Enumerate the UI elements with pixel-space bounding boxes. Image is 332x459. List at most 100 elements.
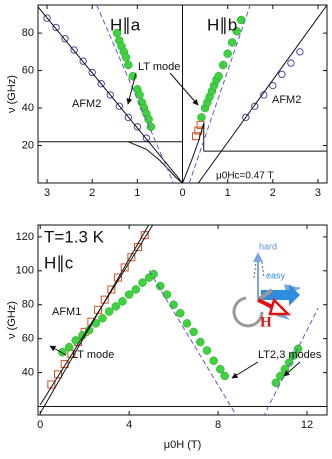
- circle-point: [88, 68, 96, 77]
- x-tick-label: 8: [215, 419, 221, 431]
- circle-point: [115, 102, 123, 110]
- curve: [39, 225, 150, 414]
- annotation: easy: [266, 270, 286, 280]
- annotation: AFM2: [272, 94, 301, 106]
- y-tick-label: 80: [22, 299, 34, 311]
- dot-point: [98, 314, 107, 323]
- x-tick-label: 0: [179, 187, 185, 199]
- pointer-arrow: [231, 361, 259, 379]
- y-tick-label: 60: [22, 64, 34, 76]
- curve: [148, 270, 319, 415]
- x-tick-label: 3: [44, 187, 50, 199]
- dot-point: [104, 307, 114, 316]
- pointer-arrow: [49, 345, 67, 356]
- circle-point: [133, 123, 142, 131]
- circle-point: [124, 113, 133, 122]
- annotation: LT mode: [72, 349, 114, 361]
- dot-point: [64, 342, 74, 352]
- dot-point: [202, 346, 212, 355]
- y-axis-label: ν (GHz): [6, 301, 18, 339]
- x-tick-label: 4: [126, 419, 132, 431]
- circle-point: [70, 46, 78, 54]
- dot-point: [111, 302, 121, 311]
- dot-point: [216, 364, 225, 374]
- x-tick-label: 12: [301, 419, 313, 431]
- y-tick-label: 40: [22, 366, 34, 378]
- curve: [197, 5, 327, 183]
- circle-point: [251, 102, 259, 110]
- dot-point: [156, 281, 165, 291]
- dot-point: [220, 371, 229, 381]
- y-tick-label: 40: [22, 102, 34, 114]
- pointer-arrow: [169, 72, 199, 106]
- annotation: LT2,3 modes: [258, 349, 322, 361]
- x-tick-label: 1: [225, 187, 231, 199]
- dot-point: [124, 290, 134, 299]
- plot-area: [38, 225, 327, 415]
- circle-point: [79, 57, 87, 65]
- annotation: T=1.3 K: [44, 227, 105, 246]
- circle-point: [269, 81, 277, 90]
- circle-point: [43, 14, 51, 22]
- dot-point: [169, 300, 178, 309]
- x-axis-label: μ0H (T): [164, 439, 202, 451]
- dot-point: [197, 113, 206, 122]
- dot-point: [218, 60, 228, 70]
- plot-frame: [37, 224, 328, 416]
- curve: [128, 141, 183, 183]
- dot-point: [131, 285, 141, 294]
- dot-point: [209, 356, 218, 365]
- dot-point: [138, 278, 147, 287]
- dot-point: [223, 49, 232, 58]
- circle-point: [142, 134, 151, 142]
- dot-point: [189, 327, 198, 337]
- y-tick-label: 60: [22, 333, 34, 345]
- curve: [188, 5, 251, 183]
- dot-point: [118, 297, 127, 306]
- circle-point: [296, 48, 304, 56]
- dot-point: [176, 308, 185, 318]
- axes-icon: [232, 252, 301, 328]
- dot-point: [280, 364, 290, 374]
- y-tick-label: 20: [22, 139, 34, 151]
- dot-point: [214, 71, 223, 81]
- x-tick-label: 2: [89, 187, 95, 199]
- dot-point: [162, 290, 172, 299]
- annotation: LT mode: [138, 61, 180, 73]
- annotation: AFM2: [72, 98, 101, 110]
- dot-point: [196, 337, 205, 347]
- square-point: [107, 285, 116, 294]
- annotation: μ0Hc=0.47 T: [216, 171, 274, 182]
- curve: [38, 6, 183, 183]
- pointer-arrow: [283, 361, 301, 377]
- curve: [96, 5, 174, 183]
- annotation: hard: [259, 241, 277, 251]
- y-axis-label: ν (GHz): [6, 75, 18, 113]
- dot-point: [276, 371, 285, 381]
- circle-point: [278, 70, 286, 79]
- square-point: [127, 253, 136, 262]
- y-tick-label: 100: [16, 265, 34, 277]
- circle-point: [287, 59, 295, 67]
- dot-point: [227, 38, 237, 47]
- circle-point: [61, 35, 69, 43]
- pointer-arrow: [126, 72, 137, 105]
- circle-point: [242, 113, 250, 122]
- dot-point: [271, 378, 281, 388]
- panel: 0 4 8 12 40 60 80 100 120 ν (GHz) μ0H (T) T=1.3 K H∥…: [6, 224, 328, 451]
- square-point: [120, 263, 129, 272]
- x-tick-label: 0: [37, 419, 43, 431]
- dot-point: [124, 60, 133, 70]
- annotation: AFM1: [52, 306, 81, 318]
- dot-point: [121, 53, 131, 62]
- y-tick-label: 80: [22, 27, 34, 39]
- circle-point: [52, 23, 60, 32]
- y-tick-label: 120: [16, 231, 34, 243]
- x-tick-label: 1: [134, 187, 140, 199]
- annotation: H∥a: [110, 15, 141, 34]
- plot-area: [38, 5, 327, 183]
- dot-point: [182, 319, 192, 328]
- square-point: [54, 370, 63, 379]
